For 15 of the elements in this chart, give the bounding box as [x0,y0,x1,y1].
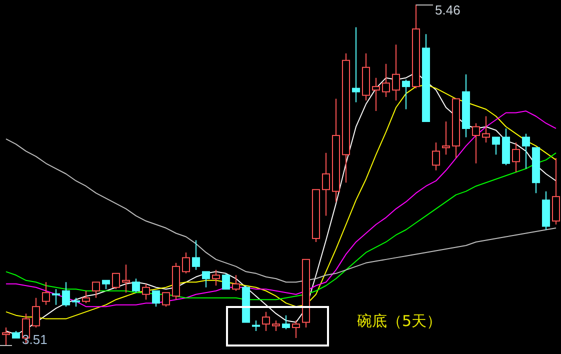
annotation: 5.46 [435,2,460,18]
candlestick [512,142,520,173]
candlestick [482,116,490,143]
candlestick [332,98,340,202]
candlestick [392,44,400,102]
candlestick [2,327,10,346]
annotation: 碗底（5天） [357,312,442,330]
candlestick [122,264,130,294]
candlestick [342,52,350,184]
candlestick [322,152,330,216]
candlestick [372,77,380,112]
candlestick [462,74,470,138]
candlestick [442,120,450,156]
candlestick [432,142,440,171]
candlestick [352,26,360,103]
